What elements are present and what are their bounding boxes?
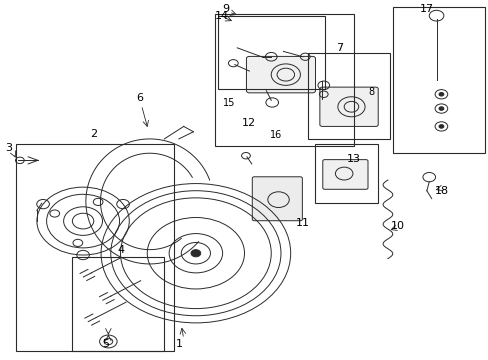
FancyBboxPatch shape (252, 177, 302, 221)
Text: 8: 8 (368, 87, 374, 98)
Text: 1: 1 (175, 339, 182, 349)
Bar (392, 7, 484, 153)
Circle shape (191, 249, 201, 257)
Text: 15: 15 (222, 98, 235, 108)
Text: 14: 14 (215, 11, 229, 21)
Bar (307, 53, 389, 139)
Text: 4: 4 (117, 245, 124, 255)
Text: 17: 17 (419, 4, 433, 14)
Bar (217, 16, 324, 89)
Text: 7: 7 (335, 43, 342, 53)
Text: 6: 6 (136, 93, 143, 103)
Text: 12: 12 (242, 118, 256, 128)
Text: 2: 2 (90, 129, 97, 139)
FancyBboxPatch shape (246, 57, 315, 93)
Text: 16: 16 (269, 130, 282, 140)
FancyBboxPatch shape (322, 159, 367, 189)
Bar (215, 14, 353, 146)
Bar (16, 144, 174, 351)
Text: 3: 3 (5, 143, 12, 153)
Bar (72, 257, 164, 351)
Circle shape (438, 125, 443, 128)
Text: 9: 9 (222, 4, 229, 14)
Text: 5: 5 (102, 339, 109, 349)
Text: 11: 11 (295, 218, 309, 228)
Text: 13: 13 (346, 154, 360, 163)
Text: 10: 10 (390, 221, 404, 231)
Bar (314, 144, 377, 203)
FancyBboxPatch shape (319, 87, 377, 126)
Circle shape (438, 107, 443, 111)
Text: 18: 18 (433, 186, 447, 196)
Circle shape (438, 93, 443, 96)
